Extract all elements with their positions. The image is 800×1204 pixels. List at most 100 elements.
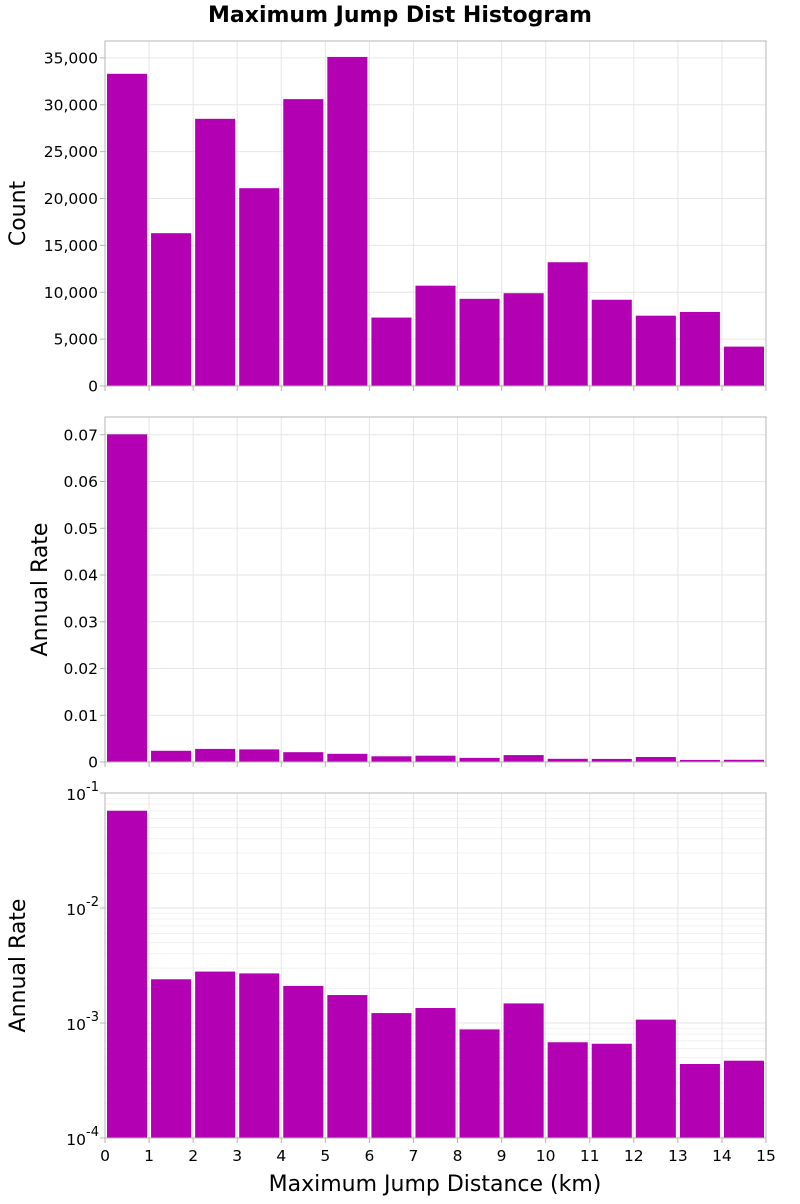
bar <box>107 810 148 1138</box>
y-tick-label: 20,000 <box>44 190 98 208</box>
bar <box>679 1064 720 1138</box>
bar <box>371 317 412 386</box>
bar <box>723 1060 764 1138</box>
x-tick-label: 14 <box>712 1147 732 1165</box>
bar <box>503 293 544 386</box>
bar <box>195 118 236 386</box>
bar <box>195 971 236 1138</box>
bar <box>283 985 324 1138</box>
bar <box>283 99 324 386</box>
bar <box>547 758 588 762</box>
y-tick-label-exponent: -4 <box>86 1125 99 1140</box>
x-tick-label: 12 <box>624 1147 644 1165</box>
bar <box>327 56 368 386</box>
bar <box>239 973 280 1138</box>
bar <box>107 73 148 386</box>
plot-frame <box>104 40 767 387</box>
plot-frame <box>104 792 767 1139</box>
bar <box>415 1008 456 1138</box>
chart-title: Maximum Jump Dist Histogram <box>208 3 592 28</box>
x-tick-label: 8 <box>453 1147 463 1165</box>
y-tick-label: 30,000 <box>44 96 98 114</box>
y-tick-label: 10-4 <box>66 1125 99 1149</box>
bar <box>547 262 588 386</box>
y-tick-label: 25,000 <box>44 143 98 161</box>
panel-2: 0 0.01 0.02 0.03 0.04 0.05 0.06 0.07 Annual Rate <box>28 416 767 772</box>
y-tick-label: 0.02 <box>63 660 98 678</box>
y-tick-label: 10-1 <box>66 780 99 804</box>
bar <box>415 755 456 762</box>
x-tick-label: 15 <box>756 1147 776 1165</box>
y-tick-label-base: 10 <box>66 1016 86 1034</box>
x-tick-label: 5 <box>320 1147 330 1165</box>
bar <box>591 299 632 386</box>
bar <box>151 750 192 762</box>
y-tick-label: 0.05 <box>63 520 98 538</box>
bar <box>591 1043 632 1138</box>
bar <box>635 756 676 762</box>
y-tick-label-base: 10 <box>66 901 86 919</box>
bar <box>635 315 676 386</box>
y-tick-label: 0.04 <box>63 567 98 585</box>
y-tick-label: 35,000 <box>44 49 98 67</box>
x-tick-label: 10 <box>536 1147 556 1165</box>
y-tick-label-exponent: -3 <box>86 1010 99 1025</box>
x-tick-label: 2 <box>188 1147 198 1165</box>
bar <box>283 752 324 762</box>
bar <box>679 311 720 386</box>
y-axis-title: Count <box>6 180 31 246</box>
y-axis-title: Annual Rate <box>28 523 53 657</box>
y-tick-label: 10-3 <box>66 1010 99 1034</box>
bar <box>635 1019 676 1138</box>
bar <box>723 346 764 386</box>
bar <box>503 1003 544 1138</box>
bar <box>327 995 368 1138</box>
x-tick-label: 1 <box>144 1147 154 1165</box>
x-axis-title: Maximum Jump Distance (km) <box>269 1172 602 1197</box>
bar <box>679 759 720 762</box>
y-tick-label: 10,000 <box>44 284 98 302</box>
bar <box>371 1013 412 1138</box>
panel-1: 0 5,000 10,000 15,000 20,000 25,000 30,000 35,0… <box>6 40 767 396</box>
y-tick-label: 10-2 <box>66 895 99 919</box>
panels-layer: 0 5,000 10,000 15,000 20,000 25,000 30,000 35,0… <box>6 40 776 1165</box>
x-tick-label: 11 <box>580 1147 600 1165</box>
y-tick-label: 0.03 <box>63 613 98 631</box>
y-tick-label-exponent: -1 <box>86 780 99 795</box>
bar <box>459 1029 500 1138</box>
x-tick-label: 3 <box>232 1147 242 1165</box>
bar <box>415 285 456 386</box>
bar <box>327 753 368 762</box>
bar <box>107 434 148 762</box>
bar <box>239 749 280 762</box>
x-tick-label: 0 <box>100 1147 110 1165</box>
y-tick-label: 0.07 <box>63 426 98 444</box>
bar <box>547 1042 588 1138</box>
bar <box>459 757 500 762</box>
y-axis-title: Annual Rate <box>6 899 31 1033</box>
bar <box>151 979 192 1138</box>
plot-frame <box>104 416 767 763</box>
y-tick-label: 15,000 <box>44 237 98 255</box>
bar <box>195 748 236 762</box>
x-tick-label: 6 <box>364 1147 374 1165</box>
y-tick-label-exponent: -2 <box>86 895 99 910</box>
bar <box>591 758 632 762</box>
x-tick-label: 7 <box>409 1147 419 1165</box>
x-tick-label: 4 <box>276 1147 286 1165</box>
x-tick-label: 9 <box>497 1147 507 1165</box>
y-tick-label: 0.06 <box>63 473 98 491</box>
bar <box>459 298 500 386</box>
y-tick-label: 5,000 <box>54 331 98 349</box>
bar <box>151 233 192 386</box>
bar <box>723 759 764 762</box>
x-tick-label: 13 <box>668 1147 688 1165</box>
y-tick-label: 0 <box>88 754 98 772</box>
y-tick-label-base: 10 <box>66 786 86 804</box>
bar <box>371 756 412 762</box>
bar <box>239 188 280 386</box>
y-tick-label: 0.01 <box>63 707 98 725</box>
